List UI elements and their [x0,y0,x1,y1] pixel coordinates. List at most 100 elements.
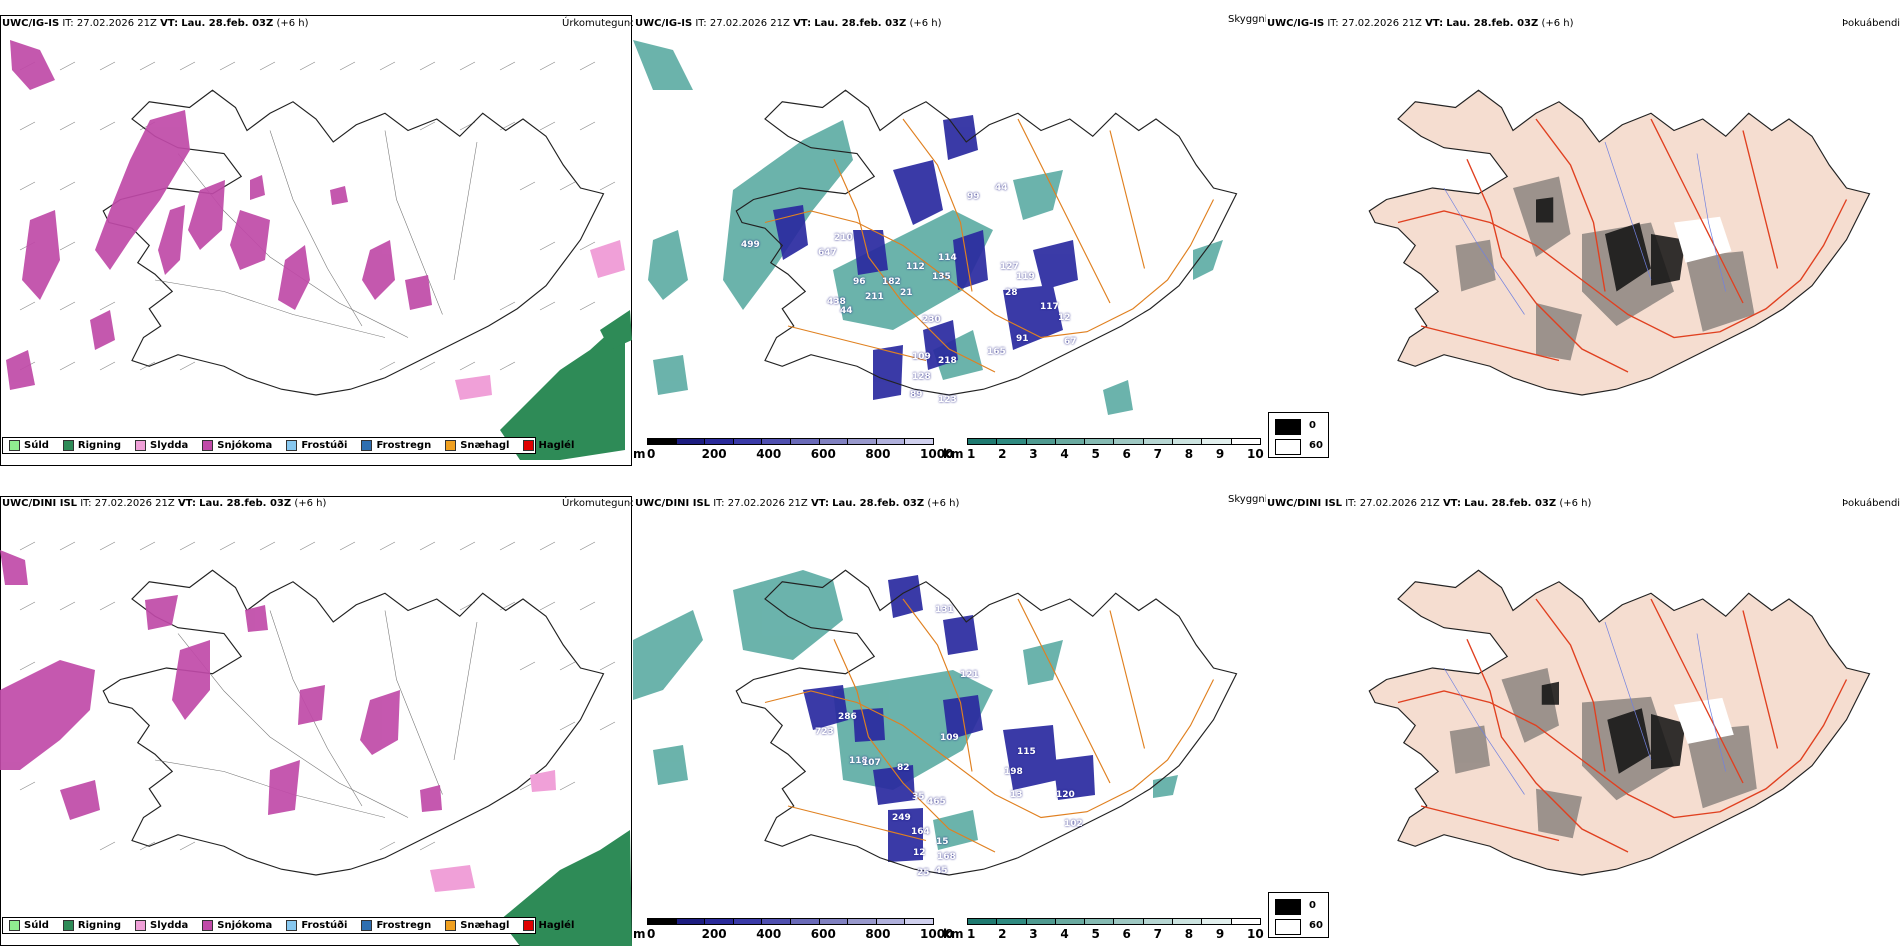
legend-label: Súld [24,440,49,451]
legend-label: Snjókoma [217,440,273,451]
cloudbase-value-label: 249 [892,813,911,823]
colorbar-cell [1231,439,1260,444]
cloudbase-value-label: 114 [938,253,957,263]
it-value: 27.02.2026 21Z [727,498,808,509]
colorbar-tick-label: 800 [865,447,891,461]
vt-label: VT: [160,18,179,29]
lead-time: (+6 h) [1559,498,1592,509]
vt-label: VT: [1425,18,1444,29]
colorbar-cell [1143,919,1174,924]
legend-item: Súld [9,920,49,931]
fog-legend-value: 60 [1309,920,1323,931]
colorbar-tick-label: 6 [1122,447,1131,461]
colorbar-tick-label: 7 [1153,447,1163,461]
vt-label: VT: [1442,498,1461,509]
cloudbase-value-label: 723 [815,727,834,737]
colorbar-cell [733,919,763,924]
cloudbase-value-label: 286 [838,712,857,722]
legend-swatch [361,920,373,931]
cloudbase-colorbar-top: m 0 200 400 600 800 1000 [633,438,953,464]
cloudbase-value-label: 121 [960,670,979,680]
fog-panel-bottom [1266,490,1900,946]
legend-swatch [523,440,535,451]
lead-time: (+6 h) [927,498,960,509]
colorbar-unit: km [943,447,964,461]
cloudbase-value-label: 465 [927,797,946,807]
model-name: UWC/DINI ISL [635,498,711,509]
colorbar-cell [762,439,791,444]
colorbar-cell [848,919,877,924]
cloudbase-value-label: 107 [862,758,881,768]
fog-swatch [1275,419,1301,435]
legend-item: Slydda [135,440,188,451]
precip-title-bottom: Úrkomutegund [562,498,637,509]
it-value: 27.02.2026 21Z [1341,18,1422,29]
precip-panel-bottom [0,490,632,946]
colorbar-cell [790,919,820,924]
colorbar-cell [905,439,933,444]
colorbar-cell [968,439,998,444]
visibility-colorbar-bottom: km 1 2 3 4 5 6 7 8 9 10 [943,918,1265,944]
fog-legend-value: 0 [1309,900,1316,911]
cloudbase-value-label: 21 [900,288,913,298]
legend-label: Rigning [77,440,122,451]
colorbar-tick-label: 6 [1122,927,1131,941]
colorbar-cell [1026,919,1056,924]
cloudbase-value-label: 118 [849,756,868,766]
legend-label: Snjókoma [217,920,273,931]
colorbar-cell [1026,439,1056,444]
colorbar-tick-label: 5 [1091,927,1100,941]
colorbar-cell [968,919,998,924]
colorbar-cell [1173,919,1203,924]
cloudbase-value-label: 128 [912,372,931,382]
fog-legend-value: 60 [1309,440,1323,451]
legend-swatch [62,440,74,451]
vt-value: Lau. 28.feb. 03Z [1446,18,1539,29]
legend-swatch [286,440,298,451]
legend-swatch [445,440,457,451]
legend-item: Frostregn [361,920,431,931]
legend-item: Súld [9,440,49,451]
legend-label: Frostúði [301,920,348,931]
cloud-panel-bottom [633,490,1265,946]
cloudbase-value-label: 438 [827,297,846,307]
colorbar-tick-label: 600 [810,447,836,461]
colorbar-cell [705,439,734,444]
colorbar-cell [1055,919,1086,924]
fog-swatch [1275,439,1301,455]
colorbar-tick-label: 0 [647,447,656,461]
header-precip-top: UWC/IG-IS IT: 27.02.2026 21Z VT: Lau. 28… [2,18,309,29]
legend-swatch [62,920,74,931]
colorbar-tick-label: 9 [1215,927,1225,941]
cloudbase-value-label: 119 [1016,272,1035,282]
it-value: 27.02.2026 21Z [709,18,790,29]
colorbar-tick-label: 8 [1184,927,1194,941]
colorbar-tick-label: 400 [756,447,782,461]
it-label: IT: [1345,498,1357,509]
colorbar-tick-label: 3 [1029,927,1038,941]
colorbar-cell [1055,439,1086,444]
colorbar-unit: m [633,447,646,461]
colorbar-strip [647,918,934,925]
legend-item: Slydda [135,920,188,931]
cloudbase-value-label: 168 [937,852,956,862]
colorbar-tick-label: 1 [967,927,976,941]
cloudbase-value-label: 35 [912,792,925,802]
it-value: 27.02.2026 21Z [1359,498,1440,509]
it-value: 27.02.2026 21Z [76,18,157,29]
cloudbase-value-label: 109 [940,733,959,743]
cloudbase-value-label: 182 [882,277,901,287]
cloudbase-value-label: 44 [840,306,853,316]
cloudbase-value-label: 499 [741,240,760,250]
it-label: IT: [713,498,725,509]
legend-item: Snæhagl [445,440,509,451]
cloudbase-value-label: 230 [922,315,941,325]
vt-label: VT: [177,498,196,509]
cloudbase-value-label: 44 [995,183,1008,193]
lead-time: (+6 h) [1541,18,1574,29]
cloud-title-top: Skyggni [1228,14,1268,25]
cloud-map [633,569,1238,876]
cloudbase-value-label: 96 [853,277,866,287]
cloudbase-value-label: 120 [1056,790,1075,800]
fog-legend-bottom: 0 60 [1268,892,1329,938]
